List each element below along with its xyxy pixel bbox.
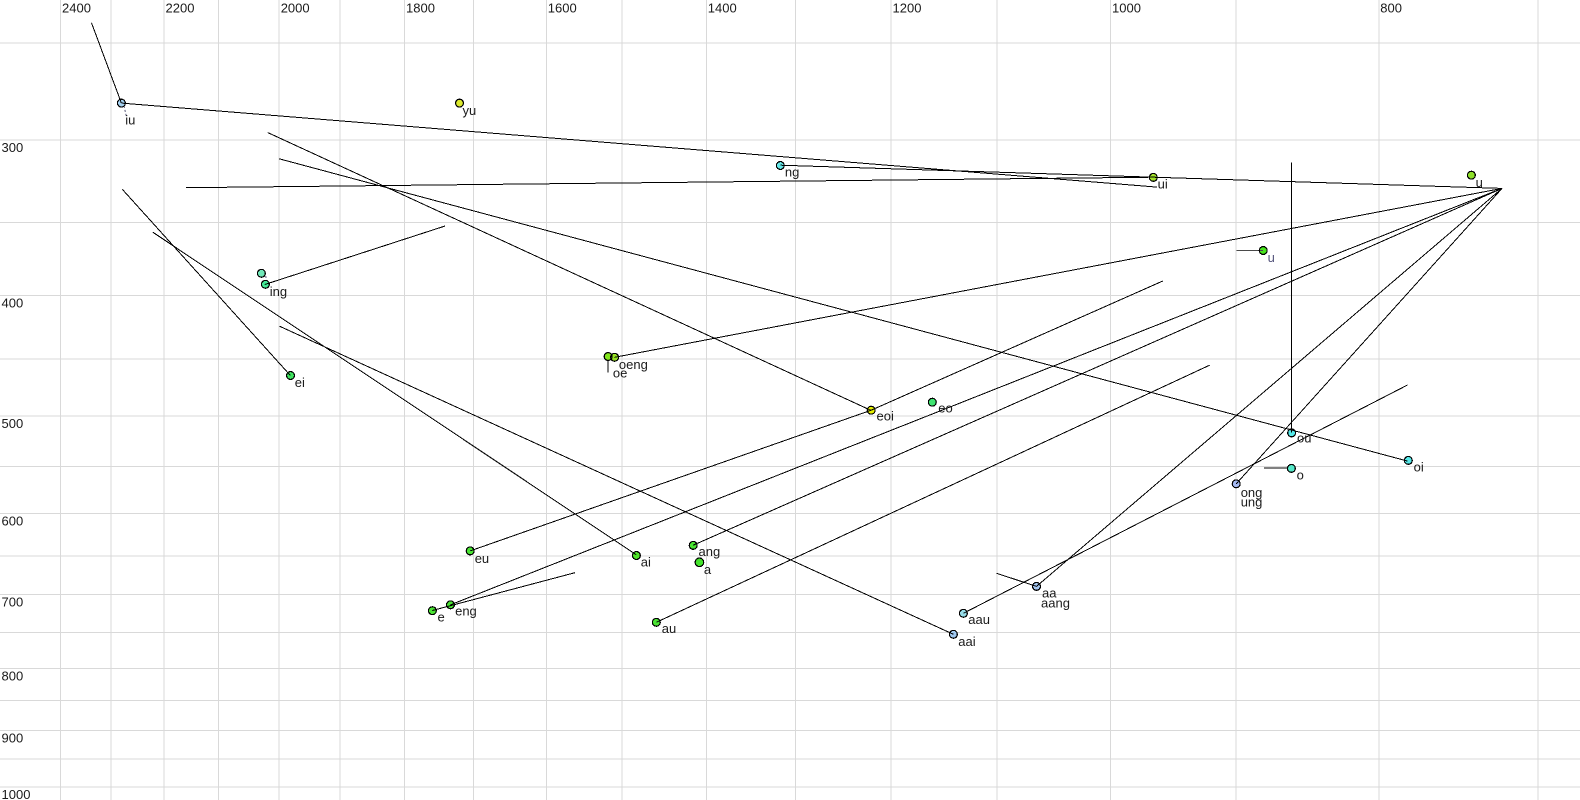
svg-text:eu: eu: [475, 551, 489, 566]
svg-text:400: 400: [2, 295, 24, 310]
svg-text:1600: 1600: [548, 0, 577, 15]
svg-text:aa: aa: [1042, 586, 1057, 601]
svg-text:oi: oi: [1414, 460, 1424, 475]
svg-text:2400: 2400: [62, 0, 91, 15]
svg-text:1000: 1000: [2, 787, 31, 800]
svg-text:o: o: [1297, 468, 1304, 483]
svg-text:yu: yu: [463, 103, 477, 118]
svg-text:ai: ai: [641, 555, 651, 570]
svg-text:800: 800: [2, 669, 24, 684]
svg-text:1000: 1000: [1112, 0, 1141, 15]
svg-text:aai: aai: [958, 634, 975, 649]
svg-text:1800: 1800: [406, 0, 435, 15]
svg-text:oe: oe: [613, 366, 627, 381]
svg-text:ng: ng: [785, 165, 799, 180]
svg-text:600: 600: [2, 514, 24, 529]
svg-text:aau: aau: [968, 612, 990, 627]
svg-text:a: a: [704, 562, 712, 577]
svg-text:1200: 1200: [893, 0, 922, 15]
svg-text:aang: aang: [1041, 595, 1070, 610]
svg-text:300: 300: [2, 140, 24, 155]
svg-text:eng: eng: [455, 604, 477, 619]
svg-text:e: e: [438, 609, 445, 624]
svg-text:iu: iu: [125, 112, 135, 127]
svg-text:700: 700: [2, 595, 24, 610]
svg-text:oeng: oeng: [619, 357, 648, 372]
svg-text:ou: ou: [1297, 431, 1311, 446]
svg-text:2200: 2200: [166, 0, 195, 15]
svg-text:ing: ing: [270, 284, 287, 299]
svg-text:ui: ui: [1158, 176, 1168, 191]
svg-text:ei: ei: [295, 375, 305, 390]
svg-text:u: u: [1476, 175, 1483, 190]
svg-text:eoi: eoi: [877, 409, 894, 424]
svg-text:ang: ang: [699, 544, 721, 559]
svg-text:u: u: [1268, 250, 1275, 265]
svg-text:1400: 1400: [708, 0, 737, 15]
svg-text:500: 500: [2, 416, 24, 431]
svg-text:900: 900: [2, 731, 24, 746]
svg-text:eo: eo: [938, 401, 952, 416]
svg-text:2000: 2000: [281, 0, 310, 15]
svg-text:ong: ong: [1241, 485, 1263, 500]
svg-text:ung: ung: [1241, 495, 1263, 510]
svg-text:au: au: [662, 621, 676, 636]
svg-text:800: 800: [1380, 0, 1402, 15]
